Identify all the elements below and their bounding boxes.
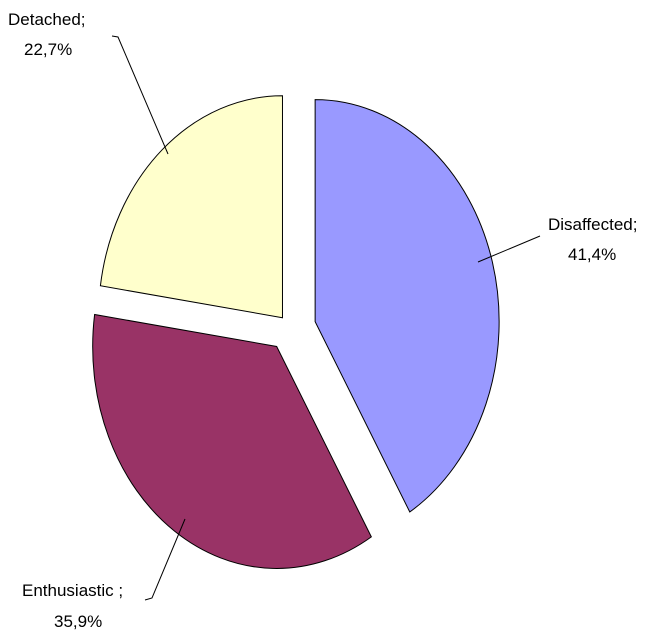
label-enthusiastic-name: Enthusiastic ;	[22, 581, 123, 600]
label-detached-value: 22,7%	[24, 40, 72, 59]
slice-enthusiastic	[92, 313, 372, 569]
label-disaffected-name: Disaffected;	[548, 215, 637, 234]
label-disaffected-value: 41,4%	[568, 245, 616, 264]
leader-line-detached	[111, 35, 169, 155]
slice-detached	[99, 95, 283, 319]
data-labels: Disaffected; 41,4% Enthusiastic ; 35,9% …	[8, 10, 637, 631]
leader-line-disaffected	[477, 235, 541, 263]
label-enthusiastic-value: 35,9%	[54, 612, 102, 631]
leader-line-enthusiastic	[144, 518, 186, 601]
leader-lines	[111, 35, 541, 601]
slice-disaffected	[314, 99, 500, 513]
slices-group	[92, 95, 500, 569]
label-detached-name: Detached;	[8, 10, 86, 29]
